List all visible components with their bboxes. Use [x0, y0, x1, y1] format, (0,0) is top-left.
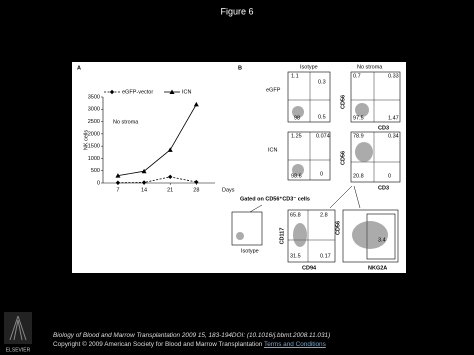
quadrant-value: 0.34	[388, 133, 399, 139]
axis-label: CD3	[378, 125, 389, 131]
legend-label: eGFP-vector	[122, 89, 153, 95]
axis-label: CD3	[378, 185, 389, 191]
legend-marker	[109, 89, 115, 95]
copyright-text: Copyright © 2009 American Society for Bl…	[53, 341, 263, 348]
line	[117, 176, 197, 184]
quadrant-value: 65.8	[290, 212, 301, 218]
publisher-logo: ELSEVIER	[4, 312, 32, 353]
axis-label: CD117	[279, 228, 285, 245]
panel-label: B	[238, 65, 242, 71]
quadrant-value: 0	[320, 171, 323, 177]
x-tick-label: 14	[141, 187, 147, 193]
logo-text: ELSEVIER	[6, 347, 31, 353]
y-tick-label: 500	[91, 168, 100, 174]
y-tick-label: 3500	[88, 94, 100, 100]
journal-citation: Biology of Blood and Marrow Transplantat…	[53, 332, 331, 339]
marker	[193, 101, 199, 107]
quadrant-value: 0	[388, 173, 391, 179]
axis-label: CD56	[340, 95, 346, 109]
y-tick-label: 2000	[88, 131, 100, 137]
quadrant-value: 1.25	[291, 133, 302, 139]
quadrant-value: 0.17	[320, 253, 331, 259]
quadrant-value: 20.8	[353, 173, 364, 179]
x-axis-label: Days	[222, 187, 235, 193]
column-header: Isotype	[300, 64, 318, 70]
terms-link[interactable]: Terms and Conditions	[264, 341, 326, 348]
marker	[115, 180, 121, 185]
quadrant-value: 2.8	[320, 212, 328, 218]
copyright: Copyright © 2009 American Society for Bl…	[53, 340, 330, 349]
marker	[167, 147, 173, 152]
panel-label: A	[77, 65, 81, 71]
quadrant-value: 98	[294, 115, 300, 121]
marker	[194, 179, 199, 185]
annotation: No stroma	[113, 119, 139, 125]
quadrant-value: 78.9	[353, 133, 364, 139]
line-chart: 0 500 1000 1500 2000 2500 3000 3500 7 14 21 28 eGFP-…	[88, 89, 215, 193]
citation: Biology of Blood and Marrow Transplantat…	[53, 331, 330, 349]
x-tick-label: 7	[116, 187, 119, 193]
quadrant-value: 0.074	[316, 133, 330, 139]
row-header: eGFP	[266, 87, 281, 93]
marker	[168, 174, 173, 180]
marker	[141, 180, 147, 185]
quadrant-value: 1.1	[291, 73, 299, 79]
quadrant-value: 1.47	[388, 115, 399, 121]
axis-label: CD56	[340, 151, 346, 165]
quadrant-value: 0.33	[388, 73, 399, 79]
plot-label: Isotype	[241, 248, 259, 254]
legend-label: ICN	[182, 89, 192, 95]
flow-plots	[231, 71, 401, 263]
legend-marker	[169, 89, 175, 94]
quadrant-value: 97.5	[353, 115, 364, 121]
y-tick-label: 3000	[88, 107, 100, 113]
y-tick-label: 2500	[88, 119, 100, 125]
marker	[141, 168, 147, 174]
page-title: Figure 6	[220, 6, 253, 16]
x-tick-label: 21	[167, 187, 173, 193]
y-tick-label: 1500	[88, 144, 100, 150]
y-tick-label: 1000	[88, 156, 100, 162]
quadrant-value: 31.5	[290, 253, 301, 259]
column-header: No stroma	[357, 64, 383, 70]
axis-label: NKG2A	[368, 265, 387, 271]
quadrant-value: 0.3	[318, 79, 326, 85]
row-header: ICN	[268, 147, 278, 153]
line	[117, 104, 197, 177]
axis-label: CD56	[335, 221, 341, 235]
y-axis-label: NK cells	[83, 130, 89, 150]
quadrant-value: 98.6	[291, 173, 302, 179]
x-tick-label: 28	[193, 187, 199, 193]
marker	[115, 173, 121, 178]
y-tick-label: 0	[97, 180, 100, 186]
quadrant-value: 0.5	[318, 114, 326, 120]
quadrant-value: 0.7	[353, 73, 361, 79]
gate-label: Gated on CD56⁺CD3⁻ cells	[240, 195, 310, 202]
axis-label: CD94	[302, 265, 317, 271]
gate-value: 3.4	[378, 237, 386, 243]
